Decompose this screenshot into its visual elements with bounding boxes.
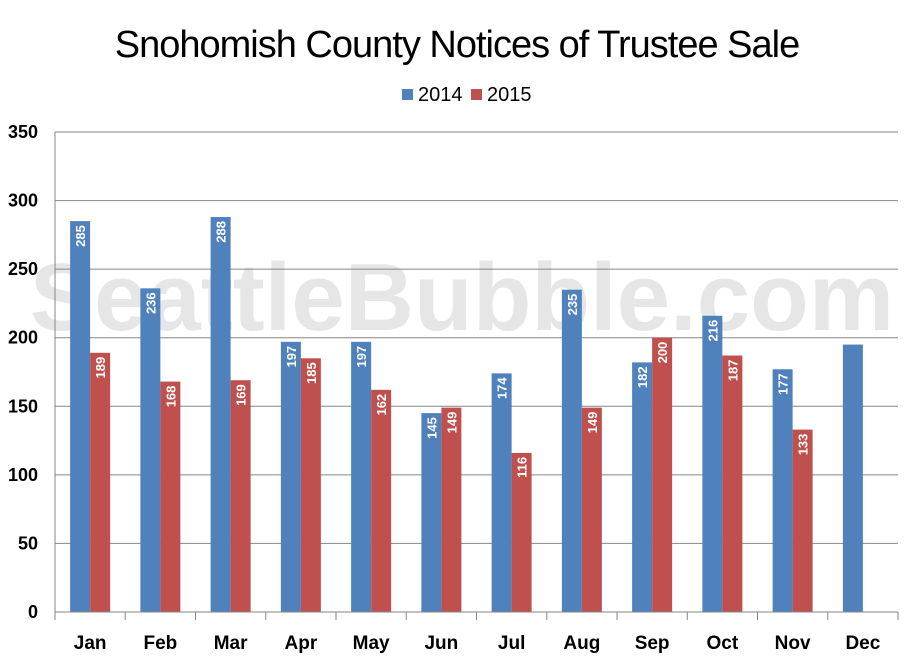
x-tick-label: May xyxy=(353,633,390,654)
bar-2015-jun xyxy=(441,407,462,612)
bar-2014-oct xyxy=(702,315,723,612)
x-tick-label: Aug xyxy=(563,633,600,654)
x-axis: Jan Feb Mar Apr May Jun Jul Aug Sep Oct Nov Dec xyxy=(54,611,899,654)
data-label: 285 xyxy=(73,225,88,247)
bar-2015-mar xyxy=(230,380,251,612)
legend: 2014 2015 xyxy=(402,84,532,106)
data-label: 189 xyxy=(93,357,108,379)
data-label: 288 xyxy=(214,221,229,243)
bar-2014-sep xyxy=(632,362,653,612)
y-tick-label: 50 xyxy=(18,533,38,553)
bar-2014-may xyxy=(351,341,372,612)
data-label: 182 xyxy=(635,366,650,388)
bar-2015-aug xyxy=(581,407,602,612)
y-tick-label: 200 xyxy=(8,328,38,348)
bar-2014-jan xyxy=(70,221,91,612)
y-tick-label: 100 xyxy=(8,465,38,485)
x-tick-label: Oct xyxy=(707,633,739,654)
data-label: 149 xyxy=(444,412,459,434)
bar-2014-feb xyxy=(140,288,161,612)
gridlines xyxy=(55,131,898,613)
data-label: 185 xyxy=(304,362,319,384)
data-labels: 285 189 236 168 288 169 197 185 197 162 145 149 174 1… xyxy=(73,221,811,478)
data-label: 145 xyxy=(424,417,439,439)
chart-title: Snohomish County Notices of Trustee Sale xyxy=(115,24,800,66)
bar-2014-jul xyxy=(491,373,512,612)
x-tick-label: Jan xyxy=(74,633,107,654)
data-label: 235 xyxy=(565,294,580,316)
y-tick-label: 350 xyxy=(8,122,38,142)
legend-label-2014: 2014 xyxy=(418,84,463,106)
bar-2015-may xyxy=(371,389,392,612)
data-label: 174 xyxy=(495,377,510,399)
x-tick-label: Sep xyxy=(635,633,670,654)
x-tick-label: Mar xyxy=(214,633,248,654)
y-axis: 0 50 100 150 200 250 300 350 xyxy=(8,122,56,622)
bar-2014-dec xyxy=(842,344,863,612)
data-label: 197 xyxy=(354,346,369,368)
x-tick-label: Jun xyxy=(424,633,458,654)
bar-2015-jul xyxy=(511,452,532,612)
bar-2014-mar xyxy=(210,217,231,612)
data-label: 149 xyxy=(585,412,600,434)
bar-2014-nov xyxy=(772,369,793,612)
bar-2014-apr xyxy=(280,341,301,612)
data-label: 168 xyxy=(163,386,178,408)
x-tick-label: Jul xyxy=(498,633,525,654)
data-label: 200 xyxy=(655,342,670,364)
legend-label-2015: 2015 xyxy=(487,84,532,106)
x-tick-label: Apr xyxy=(285,633,318,654)
data-label: 216 xyxy=(705,320,720,342)
data-label: 162 xyxy=(374,394,389,416)
data-label: 116 xyxy=(515,457,530,478)
bar-2015-sep xyxy=(652,337,673,612)
bars xyxy=(70,217,863,612)
bar-2015-oct xyxy=(722,355,743,612)
bar-2014-jun xyxy=(421,413,442,612)
y-tick-label: 250 xyxy=(8,259,38,279)
data-label: 169 xyxy=(234,384,249,406)
x-tick-label: Feb xyxy=(143,633,177,654)
bar-2015-nov xyxy=(792,429,813,612)
data-label: 177 xyxy=(776,373,791,395)
y-tick-label: 150 xyxy=(8,396,38,416)
legend-swatch-2015 xyxy=(471,89,482,100)
x-tick-label: Dec xyxy=(845,633,880,654)
y-tick-label: 0 xyxy=(28,602,38,622)
bar-2015-apr xyxy=(300,358,321,612)
x-tick-label: Nov xyxy=(775,633,811,654)
data-label: 197 xyxy=(284,346,299,368)
data-label: 133 xyxy=(796,434,811,456)
legend-swatch-2014 xyxy=(402,89,413,100)
watermark-text: SeattleBubble.com xyxy=(30,244,894,351)
data-label: 187 xyxy=(725,360,740,382)
bar-2014-aug xyxy=(561,289,582,612)
y-tick-label: 300 xyxy=(8,191,38,211)
bar-2015-feb xyxy=(160,381,181,612)
data-label: 236 xyxy=(143,292,158,314)
bar-2015-jan xyxy=(90,352,111,612)
